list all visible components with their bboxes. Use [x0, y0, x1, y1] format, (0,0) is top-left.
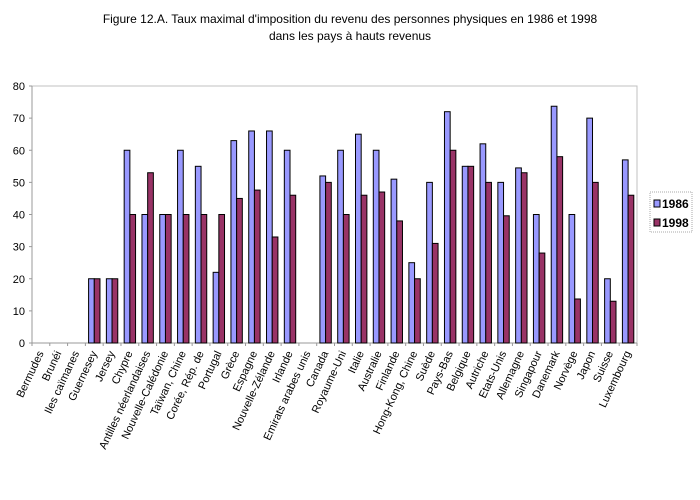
bar-1986: [266, 130, 273, 344]
bar-1986: [141, 214, 149, 344]
bar-1986: [515, 167, 522, 344]
y-tick-label: 80: [13, 81, 25, 93]
bar-1986: [604, 278, 611, 344]
bar-1998: [449, 149, 457, 344]
bar-1986: [586, 117, 594, 344]
bar-1998: [342, 214, 350, 344]
y-tick-label: 20: [13, 274, 25, 286]
legend-swatch-1986: [653, 199, 661, 208]
bar-1998: [627, 194, 635, 344]
bar-1998: [129, 214, 137, 344]
legend-label-1998: 1998: [662, 216, 689, 230]
bar-1986: [443, 111, 451, 344]
y-tick-label: 10: [13, 306, 25, 318]
bar-1998: [360, 194, 368, 344]
bar-1998: [538, 252, 546, 344]
y-tick-label: 50: [13, 177, 25, 189]
y-tick-label: 70: [13, 113, 25, 125]
bar-1986: [390, 178, 398, 344]
bar-1998: [520, 172, 528, 344]
bar-1998: [182, 214, 190, 344]
bar-1998: [325, 181, 332, 344]
bar-1998: [289, 194, 297, 344]
bar-1986: [88, 278, 95, 344]
bar-1998: [378, 191, 386, 344]
bar-1986: [230, 140, 238, 344]
y-tick-label: 30: [13, 242, 25, 254]
bar-1998: [485, 181, 492, 344]
bar-1986: [497, 181, 505, 344]
bar-1986: [550, 105, 558, 344]
bar-1998: [253, 189, 261, 344]
bar-1986: [123, 149, 131, 344]
bar-1986: [283, 149, 291, 344]
bar-1998: [164, 214, 172, 344]
bar-1986: [621, 159, 629, 344]
bar-1998: [592, 181, 599, 344]
bar-1998: [431, 242, 439, 344]
bar-1998: [236, 197, 243, 344]
y-tick-label: 0: [19, 338, 25, 350]
bar-1986: [159, 214, 166, 344]
bar-1998: [414, 278, 421, 344]
bar-1986: [248, 130, 255, 344]
bar-1998: [609, 300, 617, 344]
chart-title: Figure 12.A. Taux maximal d'imposition d…: [102, 12, 598, 26]
bar-1998: [396, 220, 403, 344]
bar-1998: [147, 172, 154, 344]
legend-swatch-1998: [653, 218, 661, 227]
legend-label-1986: 1986: [662, 197, 689, 211]
bar-1998: [271, 236, 279, 344]
bar-1986: [194, 165, 202, 344]
bar-1986: [177, 149, 184, 344]
bar-1986: [212, 271, 220, 344]
bar-1998: [111, 278, 119, 344]
plot-area: [31, 85, 638, 344]
bar-1986: [337, 149, 344, 344]
bar-1998: [467, 165, 475, 344]
bar-1986: [105, 278, 113, 344]
bar-1986: [408, 262, 416, 344]
bar-1986: [532, 214, 540, 344]
y-tick-label: 40: [13, 210, 25, 222]
bar-1986: [319, 175, 327, 344]
bar-1998: [200, 214, 208, 344]
bar-1998: [503, 215, 510, 344]
bar-1998: [218, 214, 226, 344]
bar-1986: [461, 165, 469, 344]
bar-1986: [354, 133, 362, 344]
y-tick-label: 60: [13, 145, 25, 157]
chart-subtitle: dans les pays à hauts revenus: [268, 29, 432, 43]
bar-1986: [568, 214, 576, 344]
bar-1998: [574, 298, 581, 344]
bar-1998: [93, 278, 101, 344]
bar-1986: [372, 149, 380, 344]
bar-1986: [479, 143, 487, 344]
bar-1986: [426, 181, 433, 344]
bar-1998: [556, 156, 564, 344]
